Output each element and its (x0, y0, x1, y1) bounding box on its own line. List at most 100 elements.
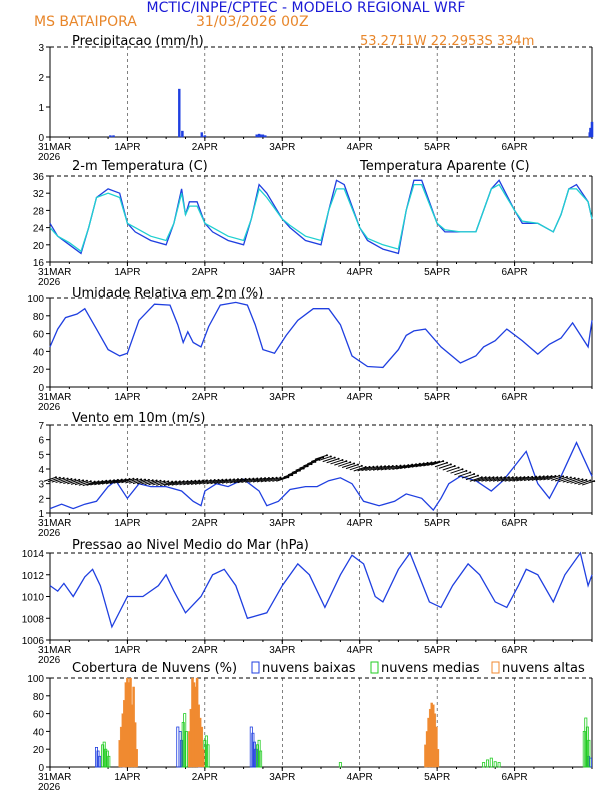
wind-arrow (94, 480, 107, 486)
wind-arrow (341, 463, 355, 468)
wind-arrow (504, 476, 517, 482)
wind-arrow-head (558, 474, 561, 477)
bar-precip (590, 121, 594, 138)
bar-nuvens-medias (584, 717, 588, 768)
wind-arrow (465, 475, 479, 481)
wind-arrow-head (577, 477, 580, 480)
wind-arrow (411, 462, 424, 468)
x-tick-year: 2026 (38, 277, 61, 288)
wind-arrow (562, 477, 575, 483)
wind-arrow-head (461, 468, 464, 471)
wind-arrow-head (329, 455, 332, 458)
wind-arrow (307, 459, 320, 465)
x-tick-label: 6APR (502, 772, 528, 783)
wind-arrow (380, 465, 393, 471)
wind-arrow (190, 480, 204, 485)
wind-arrow (82, 481, 95, 487)
bar-nuvens-medias (338, 762, 342, 768)
x-tick-label: 5APR (424, 518, 450, 529)
wind-arrow (225, 478, 239, 484)
x-tick-label: 6APR (502, 392, 528, 403)
wind-arrow-head (469, 471, 472, 474)
wind-arrow (276, 476, 289, 482)
wind-arrow (415, 462, 428, 468)
page-title: MCTIC/INPE/CPTEC - MODELO REGIONAL WRF (147, 0, 466, 16)
y-tick-label: 40 (33, 347, 45, 358)
wind-arrow-head (356, 463, 359, 466)
y-tick-label: 32 (33, 189, 45, 200)
bar-nuvens-medias (497, 762, 501, 768)
wind-arrow (218, 478, 231, 484)
wind-arrow (295, 465, 308, 471)
x-tick-label: 5APR (424, 772, 450, 783)
wind-arrow-head (62, 477, 65, 480)
wind-arrow (67, 479, 80, 485)
wind-arrow (481, 476, 494, 482)
bar-nuvens-medias (482, 762, 486, 768)
wind-arrow (214, 479, 227, 485)
y-tick-label: 80 (33, 312, 45, 323)
wind-arrow (403, 463, 417, 469)
bar-precip (261, 134, 265, 138)
bar-nuvens-medias (206, 744, 210, 768)
legend-box-high (491, 661, 500, 674)
wind-arrow (245, 477, 258, 483)
x-tick-label: 2APR (192, 518, 218, 529)
wind-arrow (59, 478, 72, 484)
wind-arrow (581, 480, 595, 486)
series-line-temperatura-aparente (49, 183, 593, 253)
x-tick-label: 5APR (424, 142, 450, 153)
wind-arrow (171, 480, 184, 486)
wind-arrow-head (453, 464, 456, 467)
wind-arrow (237, 478, 250, 484)
x-tick-label: 4APR (347, 142, 373, 153)
wind-arrow-head (89, 480, 92, 483)
bar-nuvens-medias (489, 757, 493, 768)
wind-arrow-head (132, 477, 135, 480)
legend-box-mid (370, 661, 379, 674)
wind-arrow-head (500, 476, 503, 479)
wind-arrow (287, 470, 301, 476)
wind-arrow (129, 478, 142, 484)
wind-arrow (117, 478, 130, 484)
x-tick-label: 3APR (269, 392, 295, 403)
wind-arrow (70, 479, 84, 485)
wind-arrow (194, 479, 208, 485)
wind-arrow-head (159, 479, 162, 482)
wind-arrow (570, 478, 583, 484)
wind-arrow (322, 457, 335, 463)
bar-nuvens-altas (435, 726, 438, 768)
x-tick-label: 5APR (424, 645, 450, 656)
wind-arrow (179, 480, 192, 486)
wind-arrow (508, 476, 521, 482)
wind-arrow (187, 480, 200, 486)
wind-arrow (531, 475, 544, 481)
x-tick-label: 1APR (114, 267, 140, 278)
y-tick-label: 36 (33, 172, 45, 183)
wind-arrow (47, 477, 61, 483)
y-tick-label: 2 (38, 73, 44, 84)
x-tick-label: 4APR (347, 267, 373, 278)
wind-arrow (500, 476, 513, 482)
wind-arrow (252, 477, 266, 483)
wind-arrow (310, 456, 324, 462)
wind-arrow-head (476, 474, 479, 477)
wind-arrow-head (480, 476, 483, 479)
wind-arrow-head (82, 479, 85, 482)
station-coords: 53.2711W 22.2953S 334m (360, 34, 534, 49)
x-tick-label: 2APR (192, 142, 218, 153)
y-tick-label: 80 (33, 692, 45, 703)
wind-arrow (279, 474, 293, 480)
x-tick-label: 3APR (269, 267, 295, 278)
bar-nuvens-medias (107, 755, 111, 768)
wind-arrow (345, 464, 359, 470)
y-tick-label: 24 (33, 224, 45, 235)
wind-arrow-head (55, 476, 57, 479)
x-tick-label: 31MAR (38, 645, 71, 656)
y-tick-label: 20 (33, 745, 45, 756)
wind-arrow (469, 476, 483, 482)
wind-arrow-head (66, 477, 69, 480)
wind-arrow (458, 471, 471, 477)
wind-arrow-head (78, 478, 81, 481)
